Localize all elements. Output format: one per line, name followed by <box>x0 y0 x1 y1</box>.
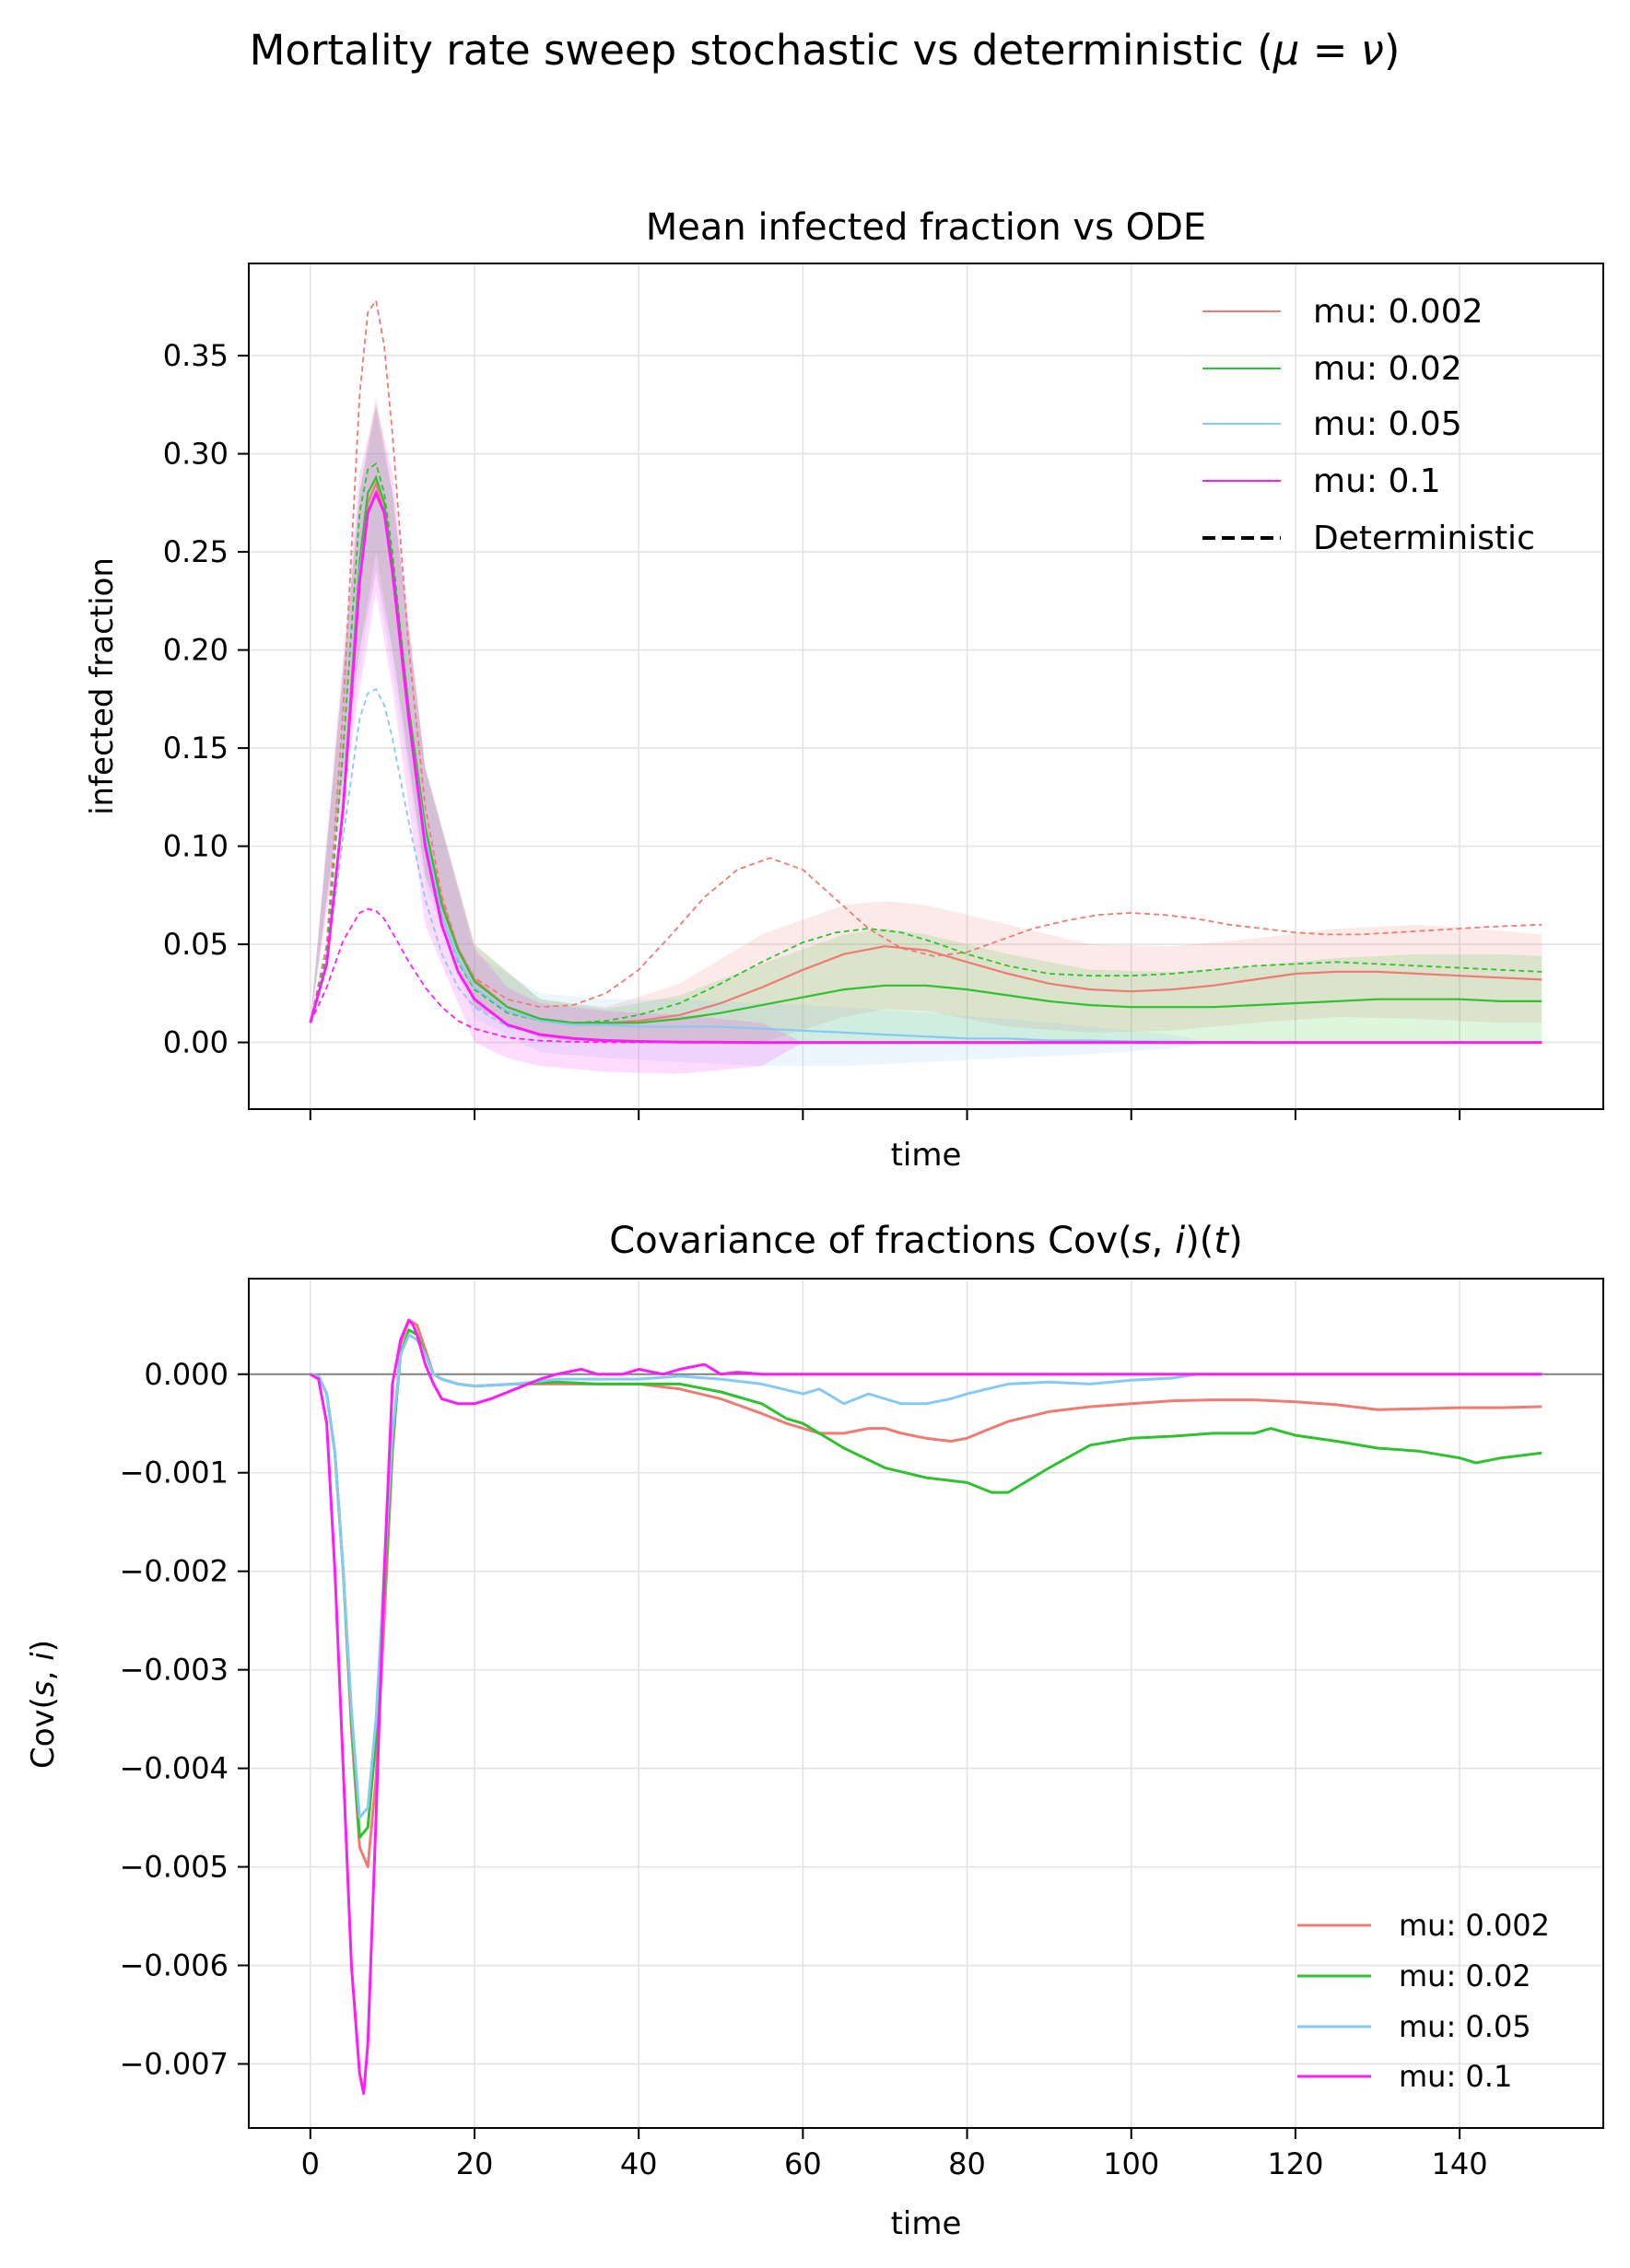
bottom-axes-frame <box>248 1278 1604 2129</box>
legend-label-mu-0.02: mu: 0.02 <box>1313 350 1462 388</box>
bottom-xtick-label-140: 140 <box>1432 2146 1488 2181</box>
bottom-legend: mu: 0.002 mu: 0.02 mu: 0.05 mu: 0.1 <box>1297 1908 1550 2094</box>
bottom-ytick-label-3: −0.003 <box>120 1653 229 1688</box>
mean-line-mu-0.1 <box>309 489 1542 1045</box>
legend-label-mu-0.05: mu: 0.05 <box>1313 405 1462 443</box>
infected-fraction-panel: 0.00 0.05 0.10 0.15 0.20 0.25 0.30 0.35 Mean in… <box>84 206 1604 1174</box>
bottom-xtick-label-0: 0 <box>301 2146 320 2181</box>
deterministic-line-mu-0.02 <box>309 462 1542 1024</box>
deterministic-line-mu-0.002 <box>309 298 1542 1023</box>
bottom-panel-title: Covariance of fractions Cov(s, i)(t) <box>609 1220 1242 1262</box>
top-ytick-label-3: 0.15 <box>163 731 229 766</box>
legend2-label-mu-0.02: mu: 0.02 <box>1399 1958 1531 1993</box>
deterministic-line-mu-0.1 <box>309 907 1542 1044</box>
deterministic-line-mu-0.05 <box>309 688 1542 1044</box>
bottom-xtick-label-80: 80 <box>948 2146 986 2181</box>
bottom-ytick-label-2: −0.002 <box>120 1554 229 1589</box>
legend2-label-mu-0.05: mu: 0.05 <box>1399 2009 1531 2044</box>
cov-line-mu-0.1 <box>310 1318 1542 2096</box>
bottom-ytick-label-0: 0.000 <box>144 1357 229 1392</box>
top-confidence-bands <box>310 394 1542 1074</box>
bottom-ytick-label-7: −0.007 <box>120 2046 229 2081</box>
bottom-y-axis-label: Cov(s, i) <box>25 1640 62 1769</box>
bottom-ytick-label-6: −0.006 <box>120 1948 229 1983</box>
bottom-gridlines <box>249 1279 1603 2128</box>
top-ytick-label-7: 0.35 <box>163 338 229 373</box>
cov-line-mu-0.05 <box>310 1333 1542 1819</box>
top-ticks: 0.00 0.05 0.10 0.15 0.20 0.25 0.30 0.35 <box>163 338 1461 1120</box>
top-ytick-label-1: 0.05 <box>163 927 229 962</box>
band-mu-0.002 <box>310 394 1542 1043</box>
top-legend: mu: 0.002 mu: 0.02 mu: 0.05 mu: 0.1 Dete… <box>1202 293 1535 557</box>
bottom-ytick-label-5: −0.005 <box>120 1850 229 1885</box>
bottom-xtick-label-40: 40 <box>620 2146 658 2181</box>
top-ytick-label-0: 0.00 <box>163 1025 229 1060</box>
legend-label-mu-0.1: mu: 0.1 <box>1313 462 1441 500</box>
top-gridlines <box>249 263 1603 1109</box>
top-mean-lines <box>309 474 1542 1045</box>
bottom-xtick-label-60: 60 <box>784 2146 822 2181</box>
top-x-axis-label: time <box>891 1137 962 1174</box>
top-panel-title: Mean infected fraction vs ODE <box>646 206 1206 249</box>
bottom-x-axis-label: time <box>891 2205 962 2242</box>
legend2-label-mu-0.1: mu: 0.1 <box>1399 2059 1512 2094</box>
top-ytick-label-6: 0.30 <box>163 437 229 472</box>
top-ytick-label-5: 0.25 <box>163 534 229 569</box>
legend2-label-mu-0.002: mu: 0.002 <box>1399 1908 1550 1943</box>
bottom-xtick-label-100: 100 <box>1103 2146 1159 2181</box>
top-axes-frame <box>248 263 1604 1110</box>
top-y-axis-label: infected fraction <box>84 557 121 815</box>
bottom-xtick-label-120: 120 <box>1267 2146 1323 2181</box>
bottom-ticks: 0 20 40 60 80 100 120 140 0.000 −0.001 −0.002 −0.00… <box>120 1357 1488 2181</box>
covariance-panel: 0 20 40 60 80 100 120 140 0.000 −0.001 −0.002 −0.00… <box>25 1220 1604 2242</box>
top-ytick-label-2: 0.10 <box>163 829 229 864</box>
legend-label-deterministic: Deterministic <box>1313 520 1535 557</box>
bottom-ytick-label-4: −0.004 <box>120 1751 229 1786</box>
bottom-covariance-lines <box>310 1318 1542 2096</box>
top-deterministic-lines <box>309 298 1542 1044</box>
bottom-xtick-label-20: 20 <box>456 2146 494 2181</box>
top-ytick-label-4: 0.20 <box>163 633 229 668</box>
band-mu-0.02 <box>310 404 1542 1043</box>
legend-label-mu-0.002: mu: 0.002 <box>1313 293 1483 331</box>
figure-suptitle: Mortality rate sweep stochastic vs deter… <box>250 26 1401 75</box>
bottom-ytick-label-1: −0.001 <box>120 1455 229 1491</box>
